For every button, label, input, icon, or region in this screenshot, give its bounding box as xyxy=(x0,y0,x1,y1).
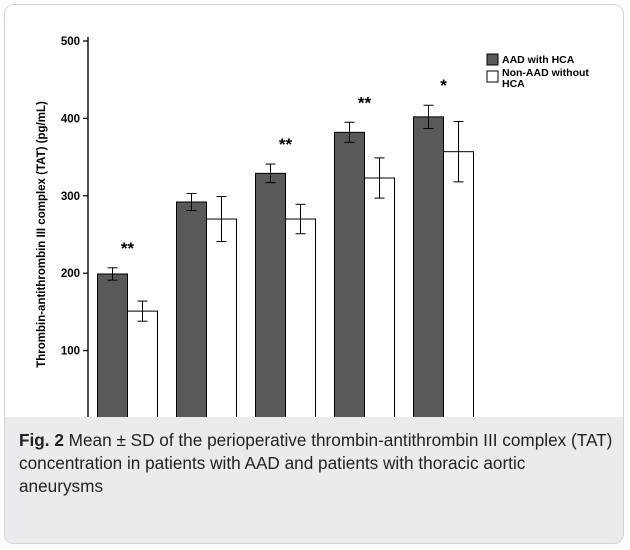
caption-label: Fig. 2 xyxy=(19,430,64,450)
caption-text: Mean ± SD of the perioperative thrombin-… xyxy=(19,430,613,496)
legend-swatch-aad xyxy=(486,53,499,66)
y-tick-label: 300 xyxy=(61,191,80,203)
significance-marker: ** xyxy=(121,239,135,258)
bar-non-aad xyxy=(206,218,237,417)
legend-label-aad: AAD with HCA xyxy=(502,54,575,66)
figure-caption: Fig. 2 Mean ± SD of the perioperative th… xyxy=(5,417,623,543)
bar-non-aad xyxy=(285,218,316,417)
y-tick-label: 500 xyxy=(61,36,80,48)
y-tick-label: 100 xyxy=(61,346,80,358)
legend-swatch-non-aad xyxy=(486,70,499,83)
legend-label-non-aad: Non-AAD without HCA xyxy=(502,67,589,90)
bar-non-aad xyxy=(443,151,474,417)
bar-non-aad xyxy=(364,177,395,417)
bar-aad xyxy=(334,131,365,417)
significance-marker: ** xyxy=(358,93,372,112)
significance-marker: ** xyxy=(279,135,293,154)
bar-aad xyxy=(255,172,286,417)
y-axis-label: Thrombin-antithrombin III complex (TAT) … xyxy=(36,101,48,368)
bar-aad xyxy=(97,273,128,417)
y-tick-label: 200 xyxy=(61,268,80,280)
y-tick-label: 400 xyxy=(61,113,80,125)
bar-chart: 0100200300400500T1**T2T3**T4**T5*Thrombi… xyxy=(36,36,589,417)
bar-non-aad xyxy=(127,310,158,417)
bar-aad xyxy=(176,201,207,417)
significance-marker: * xyxy=(440,76,447,95)
figure-panel: 0100200300400500T1**T2T3**T4**T5*Thrombi… xyxy=(4,4,624,544)
bar-aad xyxy=(413,116,444,417)
